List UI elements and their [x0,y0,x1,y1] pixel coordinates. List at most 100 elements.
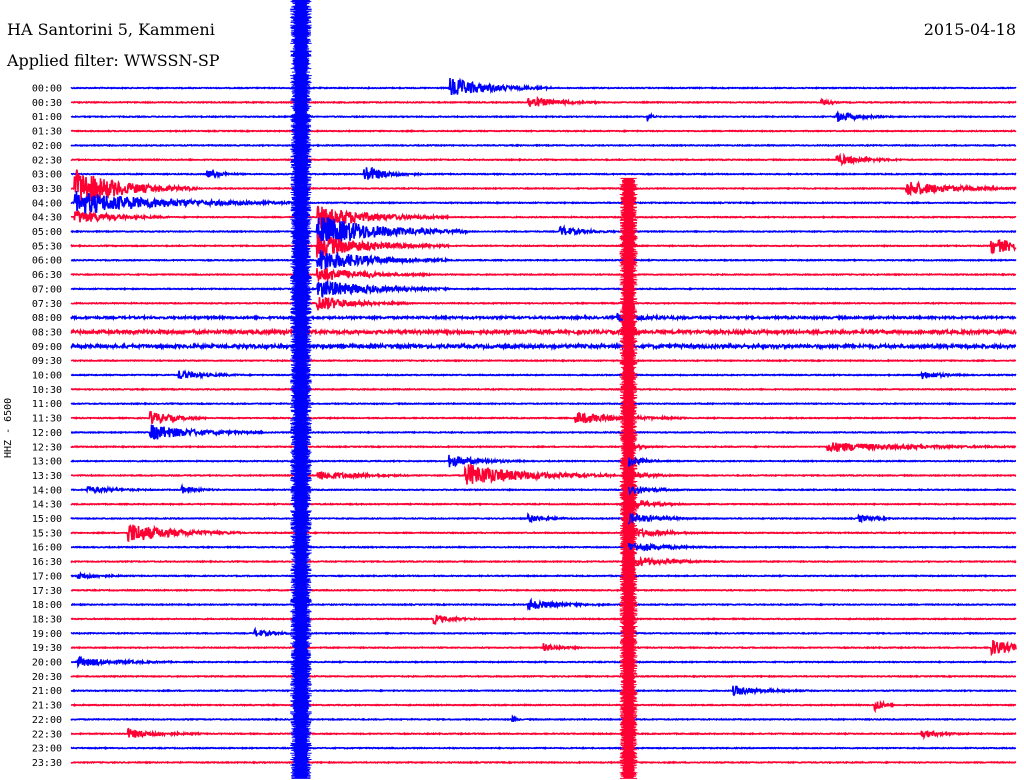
row-time-label: 01:00 [32,112,62,123]
station-title: HA Santorini 5, Kammeni [7,20,215,39]
row-time-label: 14:30 [32,500,62,511]
event-coda [627,512,729,525]
row-time-label: 18:00 [32,600,62,611]
event-coda [627,527,741,539]
trace-line [70,512,1017,524]
trace-line [70,205,1017,229]
row-time-label: 19:30 [32,643,62,654]
row-time-label: 07:30 [32,299,62,310]
row-time-label: 10:00 [32,371,62,382]
trace-line [70,358,1017,363]
trace-line [70,442,1017,453]
row-time-label: 10:30 [32,385,62,396]
row-time-label: 21:30 [32,701,62,712]
row-time-label: 02:00 [32,141,62,152]
event-coda [627,455,681,467]
row-time-label: 22:30 [32,729,62,740]
row-time-label: 01:30 [32,127,62,138]
trace-line [70,369,1017,380]
row-time-label: 17:30 [32,586,62,597]
row-time-label: 12:00 [32,428,62,439]
trace-line [70,95,1017,108]
trace-line [70,714,1017,723]
trace-line [70,297,1017,311]
row-time-label: 04:30 [32,213,62,224]
row-time-label: 22:00 [32,715,62,726]
trace-line [70,685,1017,697]
trace-line [70,614,1017,626]
row-time-label: 06:30 [32,270,62,281]
trace-line [70,699,1017,714]
saturated-event [290,0,312,779]
row-time-label: 16:30 [32,557,62,568]
row-time-label: 08:00 [32,313,62,324]
row-time-label: 20:00 [32,658,62,669]
row-time-label: 05:30 [32,241,62,252]
date-label: 2015-04-18 [923,20,1016,39]
trace-line [70,626,1017,638]
trace-line [70,280,1017,298]
trace-line [70,169,1017,204]
row-time-label: 13:00 [32,457,62,468]
trace-line [70,559,1017,564]
row-time-label: 09:30 [32,356,62,367]
row-time-label: 13:30 [32,471,62,482]
trace-line [70,166,1017,180]
row-time-label: 00:00 [32,84,62,95]
trace-line [70,746,1017,751]
row-time-label: 12:30 [32,442,62,453]
row-time-label: 06:00 [32,256,62,267]
trace-line [70,674,1016,679]
filter-label: Applied filter: WWSSN-SP [7,51,220,70]
trace-line [70,571,1017,581]
trace-line [70,249,1017,270]
trace-line [70,217,1017,249]
row-time-label: 17:00 [32,571,62,582]
trace-line [70,268,1017,283]
row-time-label: 18:30 [32,614,62,625]
trace-line [70,502,1017,507]
row-time-label: 23:30 [32,758,62,769]
event-coda [627,468,693,481]
row-time-label: 11:00 [32,399,62,410]
row-time-label: 03:00 [32,170,62,181]
trace-line [70,190,1017,216]
trace-line [70,760,1017,765]
row-time-label: 19:00 [32,629,62,640]
trace-line [70,640,1017,657]
trace-line [70,77,1017,96]
row-time-label: 16:00 [32,543,62,554]
trace-line [70,424,1017,440]
trace-line [70,152,1017,167]
row-time-label: 04:00 [32,198,62,209]
row-time-label: 08:30 [32,327,62,338]
trace-line [70,523,1017,543]
row-time-label: 02:30 [32,155,62,166]
trace-line [70,311,1017,322]
row-time-label: 14:00 [32,485,62,496]
trace-line [70,482,1017,495]
row-time-label: 15:00 [32,514,62,525]
trace-line [70,327,1017,337]
trace-line [70,233,1017,258]
saturated-event [619,177,638,779]
row-time-label: 15:30 [32,528,62,539]
trace-line [70,597,1017,611]
event-coda [627,486,705,496]
row-time-label: 11:30 [32,414,62,425]
trace-line [70,454,1017,468]
trace-line [70,464,1017,485]
row-time-label: 00:30 [32,98,62,109]
trace-line [70,588,1017,593]
trace-line [70,387,1017,392]
event-coda [627,497,717,511]
trace-line [70,545,1017,550]
trace-line [70,727,1017,741]
row-time-label: 21:00 [32,686,62,697]
event-coda [628,441,669,452]
row-time-label: 09:00 [32,342,62,353]
row-time-label: 23:00 [32,744,62,755]
trace-line [70,401,1017,406]
row-time-label: 07:00 [32,284,62,295]
